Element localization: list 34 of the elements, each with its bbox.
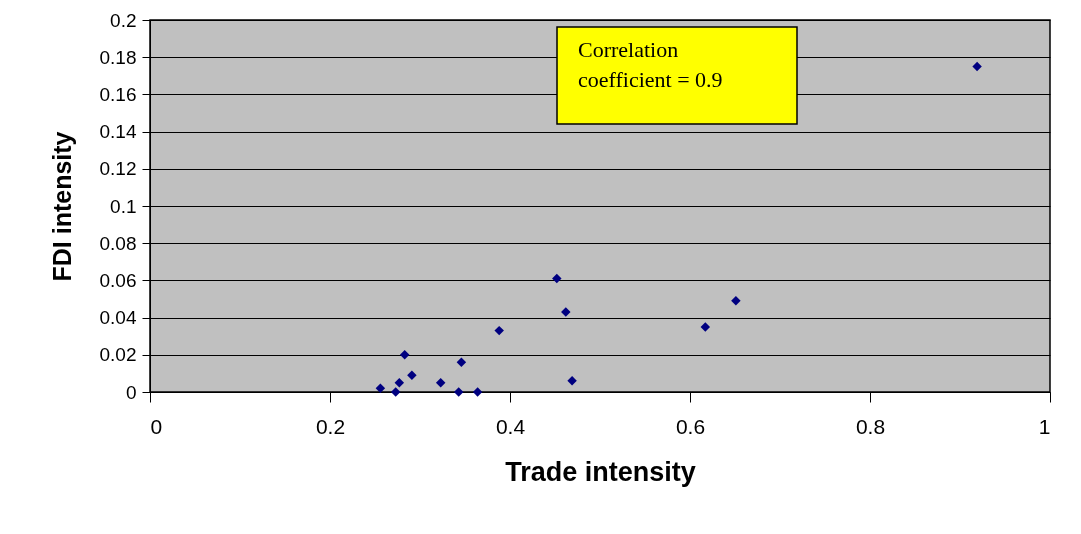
point — [456, 357, 467, 367]
x-axis-title: Trade intensity — [505, 456, 696, 487]
point — [399, 350, 410, 360]
point — [700, 322, 711, 332]
y-tick-label: 0.06 — [99, 269, 137, 291]
y-tick-label: 0.2 — [110, 9, 137, 31]
x-tick-label: 0.4 — [495, 414, 526, 438]
y-tick-label: 0.04 — [99, 307, 137, 329]
point — [390, 387, 401, 397]
y-tick-label: 0.16 — [99, 83, 137, 105]
point — [494, 325, 504, 336]
y-tick-label: 0 — [125, 381, 137, 403]
x-tick-label: 0 — [150, 414, 163, 438]
y-tick-label: 0.12 — [99, 158, 137, 180]
annotation: Correlation coefficient = 0.9 — [578, 37, 723, 92]
y-tick-label: 0.14 — [99, 121, 137, 143]
x-tick-label: 1 — [1038, 414, 1051, 438]
point — [472, 387, 483, 397]
y-tick-label: 0.18 — [99, 46, 137, 68]
point — [552, 273, 562, 284]
point — [375, 383, 386, 394]
point — [972, 61, 982, 72]
point — [435, 377, 446, 388]
point — [394, 377, 405, 388]
x-tick-label: 0.8 — [855, 414, 886, 438]
point — [407, 370, 417, 380]
y-tick-label: 0.08 — [99, 232, 137, 254]
point — [453, 387, 464, 397]
x-tick-label: 0.6 — [675, 414, 706, 438]
y-axis-title: FDI intensity — [47, 131, 76, 282]
x-tick-label: 0.2 — [315, 414, 346, 438]
point — [567, 376, 577, 386]
y-tick-label: 0.02 — [99, 344, 137, 366]
y-tick-label: 0.1 — [110, 195, 137, 217]
